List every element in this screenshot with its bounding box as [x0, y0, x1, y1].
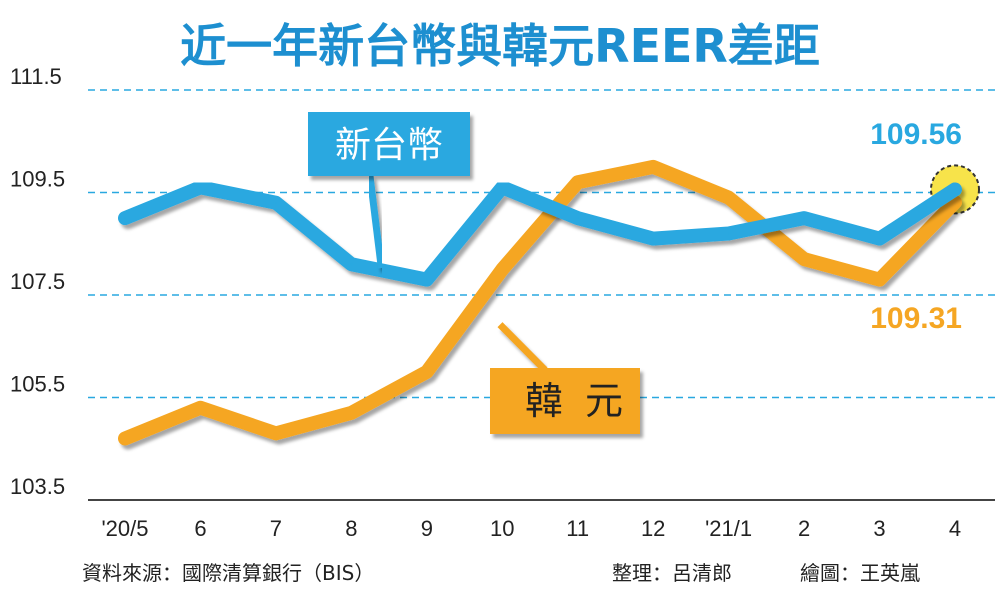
- krw-data-point: [652, 165, 655, 168]
- x-tick-label: 3: [873, 516, 885, 541]
- x-tick-label: 7: [270, 516, 282, 541]
- krw-legend-label-2: 元: [585, 379, 623, 423]
- x-tick-label: '21/1: [705, 516, 752, 541]
- x-tick-label: 12: [641, 516, 665, 541]
- twd-data-point: [954, 188, 956, 191]
- krw-legend-label-1: 韓: [525, 379, 563, 423]
- twd-data-point: [274, 201, 277, 204]
- krw-data-point: [425, 370, 428, 373]
- krw-leader-line: [497, 322, 548, 373]
- x-tick-label: 9: [421, 516, 433, 541]
- krw-callout: 韓 元: [490, 322, 640, 434]
- krw-legend-box: [490, 368, 640, 434]
- x-tick-label: 2: [798, 516, 810, 541]
- twd-data-point: [124, 217, 126, 220]
- krw-series-line: [118, 159, 962, 446]
- y-tick-label: 105.5: [10, 372, 65, 397]
- krw-data-point: [274, 432, 277, 435]
- source-note: 資料來源：國際清算銀行（BIS）: [82, 561, 374, 585]
- twd-legend-label: 新台幣: [335, 125, 443, 166]
- krw-data-point: [501, 268, 504, 271]
- y-axis-ticks: 111.5 109.5 107.5 105.5 103.5: [10, 64, 65, 499]
- twd-leader-line: [366, 175, 385, 269]
- twd-legend-box: [308, 112, 470, 176]
- x-tick-label: 10: [490, 516, 514, 541]
- krw-data-point: [803, 258, 806, 261]
- krw-data-point: [954, 201, 956, 204]
- editor-note: 整理：呂清郎: [612, 561, 732, 585]
- illustrator-note: 繪圖：王英嵐: [800, 561, 920, 585]
- twd-callout: 新台幣: [308, 112, 470, 269]
- twd-data-point: [350, 263, 353, 266]
- x-tick-label: '20/5: [101, 516, 148, 541]
- twd-data-point: [878, 237, 881, 240]
- y-tick-label: 107.5: [10, 269, 65, 294]
- x-tick-label: 4: [949, 516, 961, 541]
- twd-end-value: 109.56: [870, 118, 962, 151]
- twd-data-point: [501, 186, 504, 189]
- y-tick-label: 109.5: [10, 167, 65, 192]
- krw-data-point: [350, 411, 353, 414]
- x-tick-label: 6: [194, 516, 206, 541]
- twd-data-point: [425, 278, 428, 281]
- grid-lines: [88, 89, 995, 501]
- twd-data-point: [652, 237, 655, 240]
- krw-data-point: [124, 437, 126, 440]
- y-tick-label: 111.5: [10, 64, 62, 89]
- krw-end-value: 109.31: [870, 302, 962, 335]
- series-group: [118, 159, 962, 446]
- chart-title: 近一年新台幣與韓元REER差距: [180, 19, 820, 73]
- x-tick-label: 11: [566, 516, 589, 541]
- twd-data-point: [199, 186, 202, 189]
- x-axis-ticks: '20/5 6 7 8 9 10 11 12 '21/1 2 3 4: [101, 516, 961, 541]
- y-tick-label: 103.5: [10, 474, 65, 499]
- krw-data-point: [199, 406, 202, 409]
- krw-data-point: [727, 196, 730, 199]
- twd-data-point: [727, 232, 730, 235]
- twd-series-line: [118, 180, 962, 287]
- twd-data-point: [576, 217, 579, 220]
- krw-data-point: [576, 181, 579, 184]
- krw-data-point: [878, 278, 881, 281]
- x-tick-label: 8: [345, 516, 357, 541]
- twd-data-point: [803, 217, 806, 220]
